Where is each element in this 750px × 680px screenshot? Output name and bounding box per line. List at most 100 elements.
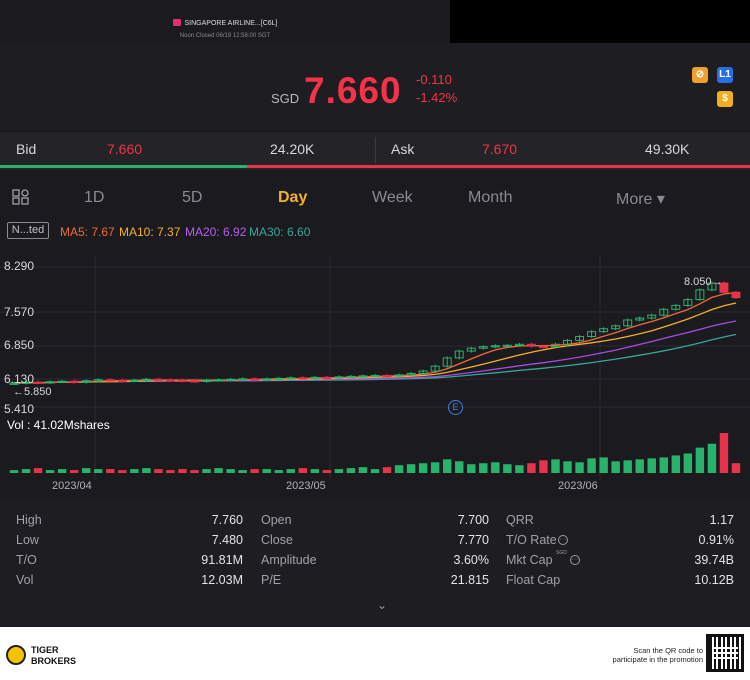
volume-bar [322, 470, 332, 473]
ask-label: Ask [391, 141, 415, 157]
currency-superscript: SGD [556, 550, 567, 556]
tab-month[interactable]: Month [468, 189, 513, 206]
header-black-panel [450, 0, 750, 43]
volume-bar [587, 458, 596, 473]
ma20-legend: MA20: 6.92 [185, 225, 247, 239]
volume-bar [539, 460, 548, 473]
candle [238, 378, 248, 381]
volume-bar [166, 470, 175, 473]
volume-bar [719, 433, 729, 473]
ma20-line [13, 320, 737, 384]
volume-bar [94, 469, 103, 473]
info-icon[interactable]: ··· [570, 555, 580, 565]
candle [370, 374, 380, 378]
candle [635, 317, 645, 321]
tab-day[interactable]: Day [278, 189, 308, 206]
candle [298, 377, 308, 380]
tab-more[interactable]: More ▾ [616, 191, 665, 208]
volume-bar [659, 457, 668, 473]
candle [81, 380, 91, 383]
stat-label: Close [261, 533, 293, 547]
candle [250, 378, 260, 381]
volume-bar [286, 469, 295, 473]
stat-label: Vol [16, 573, 34, 587]
stat-value: 21.815 [450, 573, 489, 587]
volume-label: Vol : 41.02Mshares [7, 418, 110, 432]
qr-caption-line2: participate in the promotion [612, 655, 703, 664]
candle [442, 357, 452, 367]
volume-bar [623, 460, 632, 473]
stats-panel [0, 500, 750, 625]
stat-label: Open [261, 513, 292, 527]
ma10-legend: MA10: 7.37 [119, 225, 181, 239]
candle [117, 379, 127, 382]
stat-label: Amplitude [261, 553, 317, 567]
candle [466, 347, 476, 352]
volume-bar [503, 464, 512, 473]
ma5-line [13, 291, 737, 384]
candle [538, 345, 548, 348]
volume-bar [731, 463, 741, 473]
tab-5d[interactable]: 5D [182, 189, 203, 206]
volume-bar [214, 468, 223, 473]
stock-title[interactable]: SINGAPORE AIRLINE...[C6L] [0, 19, 450, 27]
volume-bar [442, 459, 452, 473]
candle [575, 336, 585, 341]
stat-value: 91.81M [201, 553, 243, 567]
price-change: -0.110 [416, 72, 452, 87]
volume-bar [82, 468, 91, 473]
adjust-mode-button[interactable]: N...ted [7, 222, 49, 239]
event-marker-icon[interactable]: E [448, 400, 463, 415]
bid-ask-divider [375, 137, 376, 163]
candle [9, 382, 19, 385]
stat-label: Low [16, 533, 39, 547]
x-tick-label: 2023/04 [52, 480, 92, 492]
volume-bar [635, 459, 644, 473]
volume-bar [418, 463, 428, 473]
level1-icon[interactable]: L1 [717, 67, 733, 83]
stat-label: T/O Rate [506, 533, 557, 547]
stat-value: 7.760 [211, 513, 243, 527]
candlestick-chart[interactable] [0, 255, 750, 495]
chart-settings-icon[interactable] [12, 189, 30, 205]
candle [322, 376, 332, 380]
tab-week[interactable]: Week [372, 189, 413, 206]
volume-bar [45, 470, 55, 473]
stat-label: T/O [16, 553, 37, 567]
promo-footer [0, 627, 750, 680]
restricted-icon[interactable]: ⊘ [692, 67, 708, 83]
volume-bar [298, 468, 308, 473]
volume-bar [262, 469, 271, 473]
low-price-marker: ←5.850 [13, 386, 52, 398]
volume-bar [527, 463, 536, 473]
stock-title-text: SINGAPORE AIRLINE...[C6L] [184, 20, 278, 27]
candle [286, 377, 296, 380]
ask-price: 7.670 [482, 141, 518, 157]
volume-bar [9, 470, 19, 473]
dollar-icon[interactable]: $ [717, 91, 733, 107]
info-icon[interactable]: ··· [558, 535, 568, 545]
candle [478, 346, 488, 349]
ask-strength-bar [247, 165, 750, 168]
qr-caption-line1: Scan the QR code to [633, 646, 703, 655]
candle [274, 377, 284, 381]
qr-code[interactable] [706, 634, 744, 672]
tab-1d[interactable]: 1D [84, 189, 105, 206]
volume-bar [358, 467, 368, 473]
low-price-label: 5.850 [24, 386, 52, 398]
chevron-down-icon[interactable]: ⌄ [377, 598, 388, 612]
stat-label: Float Cap [506, 573, 561, 587]
bid-size: 24.20K [270, 141, 315, 157]
candle [731, 291, 741, 299]
volume-bar [69, 470, 79, 473]
volume-bar [238, 470, 247, 473]
candle [262, 378, 272, 381]
candle [587, 331, 597, 338]
candle [551, 343, 560, 348]
candle [671, 304, 681, 310]
candle [418, 370, 428, 374]
candle [623, 319, 633, 327]
candle [647, 314, 657, 319]
candle [394, 374, 404, 377]
candle [599, 328, 609, 333]
